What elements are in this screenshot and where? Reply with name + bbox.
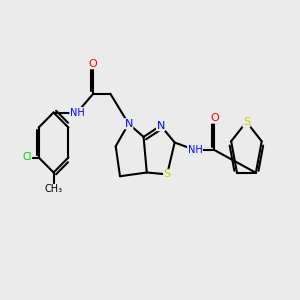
Text: O: O	[89, 59, 98, 69]
Text: NH: NH	[188, 145, 202, 155]
Text: O: O	[210, 113, 219, 123]
Text: N: N	[124, 119, 133, 129]
Text: N: N	[157, 121, 165, 130]
Text: CH₃: CH₃	[44, 184, 63, 194]
Text: S: S	[164, 169, 171, 179]
Text: NH: NH	[70, 107, 85, 118]
Text: S: S	[243, 117, 250, 127]
Text: Cl: Cl	[22, 152, 32, 163]
